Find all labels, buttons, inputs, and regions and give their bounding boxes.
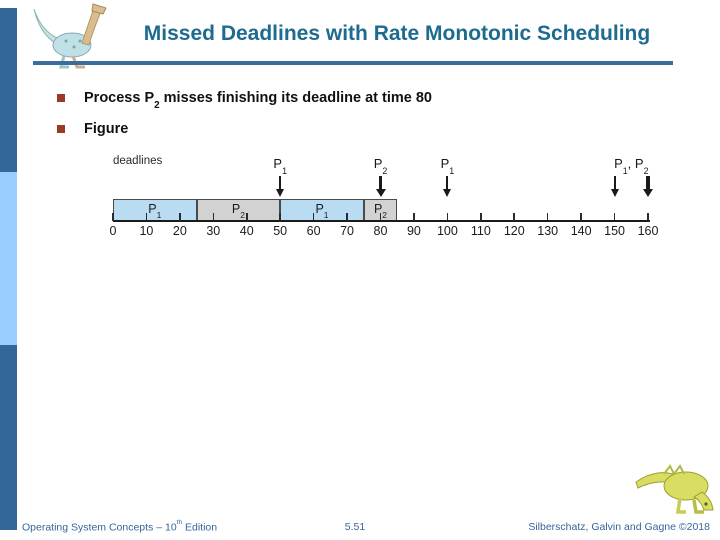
axis-tick-label: 80 [373,224,388,238]
sidebar-segment-top [0,8,17,172]
axis-tick [480,213,482,221]
axis-tick-label: 50 [273,224,288,238]
segment-process-label: P1 [148,201,162,221]
time-axis [113,220,650,222]
schedule-segment: P2 [363,199,398,221]
deadline-arrow-label: P2 [373,156,388,176]
deadline-arrow-label: P1, P2 [614,156,649,176]
axis-tick-label: 40 [239,224,254,238]
segment-process-label: P2 [373,201,388,221]
axis-tick-label: 100 [436,224,458,238]
axis-tick-label: 120 [503,224,525,238]
page-title: Missed Deadlines with Rate Monotonic Sch… [143,22,651,45]
axis-tick [245,213,248,221]
footer-book-title: Operating System Concepts – 10th Edition [22,518,218,534]
axis-tick [513,213,516,221]
bullet-marker-icon [57,125,65,133]
deadline-arrow-p2-t160 [643,176,653,197]
schedule-segment: P1 [113,199,197,221]
bullet-marker-icon [57,94,65,102]
axis-tick [145,213,148,221]
axis-tick-label: 30 [206,224,221,238]
dinosaur-logo-top-left-icon [33,3,107,69]
axis-tick [179,213,181,221]
axis-tick-label: 160 [637,224,659,238]
axis-tick [580,213,582,221]
axis-tick-label: 140 [570,224,592,238]
bullet-item: Process P2 misses finishing its deadline… [57,90,432,112]
axis-tick [112,213,114,221]
segment-process-label: P1 [315,201,329,221]
deadlines-label: deadlines [113,155,163,167]
axis-tick-label: 60 [306,224,321,238]
bullet-item: Figure [57,121,128,140]
axis-tick-label: 20 [172,224,187,238]
dinosaur-logo-bottom-right-icon [635,464,714,514]
axis-tick [212,213,215,221]
deadline-arrow-p1-t100 [443,176,452,197]
deadline-arrow-label: P1 [440,156,455,176]
title-underline [33,61,673,65]
axis-tick-label: 0 [109,224,117,238]
axis-tick-label: 150 [604,224,625,238]
bullet-text: Process P2 misses finishing its deadline… [84,90,432,112]
axis-tick-label: 10 [139,224,154,238]
axis-tick [446,213,449,221]
axis-tick-label: 110 [470,224,491,238]
segment-process-label: P2 [231,201,245,221]
bullet-text: Figure [84,121,129,137]
axis-tick [346,213,348,221]
axis-tick [546,213,549,221]
footer-authors: Silberschatz, Galvin and Gagne ©2018 [528,521,710,533]
axis-tick [613,213,616,221]
axis-tick [413,213,415,221]
sidebar-accent-bar [0,8,17,530]
schedule-segment: P2 [196,199,281,221]
axis-tick-label: 130 [537,224,559,238]
schedule-segment: P1 [280,199,364,221]
deadline-arrow-p2-t80 [375,176,386,197]
deadline-arrow-p1-t150 [610,176,619,197]
axis-tick [379,213,382,221]
sidebar-segment-bottom [0,345,17,530]
deadline-arrow-p1-t50 [276,176,285,197]
axis-tick [647,213,649,221]
axis-tick-label: 90 [406,224,421,238]
deadline-arrow-label: P1 [273,156,287,176]
axis-tick-label: 70 [340,224,355,238]
axis-tick [312,213,315,221]
slide-number: 5.51 [344,521,366,533]
axis-tick [279,213,281,221]
sidebar-segment-middle [0,172,17,345]
